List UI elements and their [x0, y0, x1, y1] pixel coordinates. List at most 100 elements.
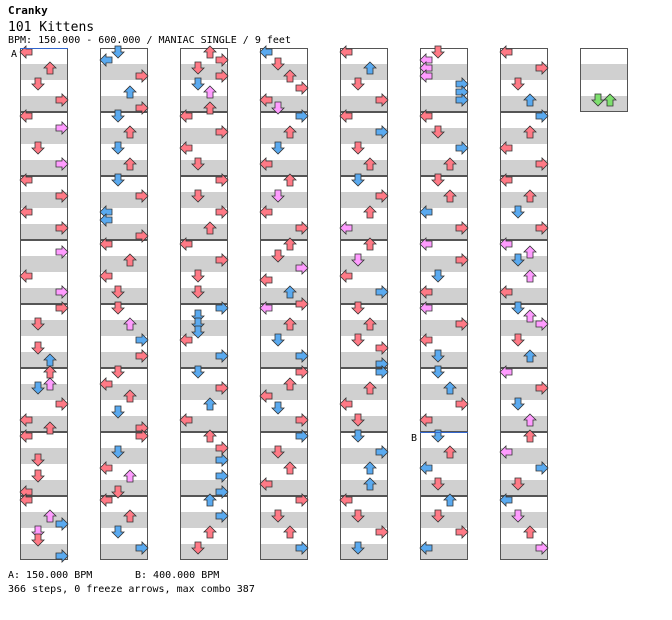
arrow-down-icon	[431, 429, 445, 443]
measure-box	[420, 240, 468, 304]
measure-box	[180, 304, 228, 368]
arrow-right-icon	[55, 301, 69, 315]
arrow-down-icon	[271, 401, 285, 415]
arrow-up-icon	[523, 525, 537, 539]
arrow-up-icon	[443, 445, 457, 459]
arrow-down-icon	[111, 445, 125, 459]
arrow-left-icon	[339, 109, 353, 123]
measure-box	[20, 240, 68, 304]
arrow-up-icon	[443, 157, 457, 171]
arrow-up-icon	[523, 349, 537, 363]
measure-box	[340, 240, 388, 304]
arrow-down-icon	[351, 429, 365, 443]
arrow-right-icon	[55, 93, 69, 107]
arrow-down-icon	[271, 333, 285, 347]
measure-box	[500, 112, 548, 176]
measure-box	[100, 304, 148, 368]
arrow-up-icon	[43, 365, 57, 379]
arrow-down-icon	[351, 253, 365, 267]
arrow-right-icon	[455, 397, 469, 411]
measure-box	[420, 112, 468, 176]
arrow-right-icon	[55, 285, 69, 299]
arrow-up-icon	[363, 317, 377, 331]
arrow-right-icon	[535, 221, 549, 235]
arrow-right-icon	[215, 469, 229, 483]
measure-box	[340, 432, 388, 496]
arrow-right-icon	[295, 541, 309, 555]
arrow-left-icon	[499, 365, 513, 379]
arrow-down-icon	[111, 405, 125, 419]
arrow-right-icon	[135, 69, 149, 83]
arrow-down-icon	[191, 269, 205, 283]
arrow-right-icon	[55, 221, 69, 235]
arrow-right-icon	[455, 141, 469, 155]
arrow-down-icon	[111, 525, 125, 539]
arrow-up-icon	[443, 189, 457, 203]
arrow-right-icon	[215, 453, 229, 467]
arrow-down-icon	[191, 317, 205, 331]
arrow-up-icon	[123, 85, 137, 99]
arrow-right-icon	[535, 381, 549, 395]
arrow-right-icon	[135, 229, 149, 243]
arrow-left-icon	[499, 285, 513, 299]
arrow-down-icon	[431, 365, 445, 379]
arrow-down-icon	[111, 45, 125, 59]
arrow-left-icon	[99, 461, 113, 475]
measure-box	[180, 48, 228, 112]
bpm-marker-a: A	[11, 49, 17, 60]
arrow-up-icon	[43, 61, 57, 75]
arrow-down-icon	[111, 301, 125, 315]
arrow-up-icon	[123, 389, 137, 403]
arrow-left-icon	[419, 109, 433, 123]
arrow-right-icon	[215, 485, 229, 499]
arrow-down-icon	[351, 141, 365, 155]
measure-box	[260, 176, 308, 240]
measure-box	[500, 304, 548, 368]
arrow-down-icon	[31, 77, 45, 91]
arrow-down-icon	[271, 189, 285, 203]
arrow-right-icon	[375, 285, 389, 299]
arrow-down-icon	[191, 365, 205, 379]
arrow-right-icon	[295, 429, 309, 443]
arrow-up-icon	[523, 413, 537, 427]
measure-box	[260, 432, 308, 496]
arrow-right-icon	[535, 109, 549, 123]
arrow-up-icon	[283, 285, 297, 299]
arrow-up-icon	[203, 85, 217, 99]
arrow-down-icon	[591, 93, 605, 107]
arrow-right-icon	[55, 157, 69, 171]
arrow-up-icon	[523, 269, 537, 283]
arrow-left-icon	[259, 301, 273, 315]
arrow-right-icon	[135, 349, 149, 363]
arrow-up-icon	[523, 429, 537, 443]
arrow-left-icon	[179, 141, 193, 155]
arrow-left-icon	[259, 157, 273, 171]
measure-box	[260, 496, 308, 560]
arrow-up-icon	[283, 237, 297, 251]
song-artist: Cranky	[8, 4, 48, 17]
arrow-left-icon	[259, 45, 273, 59]
arrow-left-icon	[259, 273, 273, 287]
measure-box	[20, 496, 68, 560]
arrow-up-icon	[283, 125, 297, 139]
arrow-up-icon	[363, 381, 377, 395]
bpm-legend-b: B: 400.000 BPM	[135, 570, 220, 581]
measure-box	[180, 240, 228, 304]
arrow-down-icon	[431, 125, 445, 139]
arrow-down-icon	[271, 249, 285, 263]
arrow-up-icon	[363, 61, 377, 75]
arrow-down-icon	[511, 333, 525, 347]
arrow-left-icon	[259, 93, 273, 107]
chart-summary: 366 steps, 0 freeze arrows, max combo 38…	[8, 584, 255, 595]
measure-box	[180, 496, 228, 560]
measure-box	[340, 112, 388, 176]
arrow-left-icon	[339, 493, 353, 507]
arrow-left-icon	[99, 493, 113, 507]
measure-box	[100, 496, 148, 560]
measure-box	[420, 496, 468, 560]
measure-box	[420, 48, 468, 112]
arrow-left-icon	[99, 237, 113, 251]
measure-box	[260, 368, 308, 432]
arrow-left-icon	[419, 541, 433, 555]
arrow-right-icon	[455, 253, 469, 267]
